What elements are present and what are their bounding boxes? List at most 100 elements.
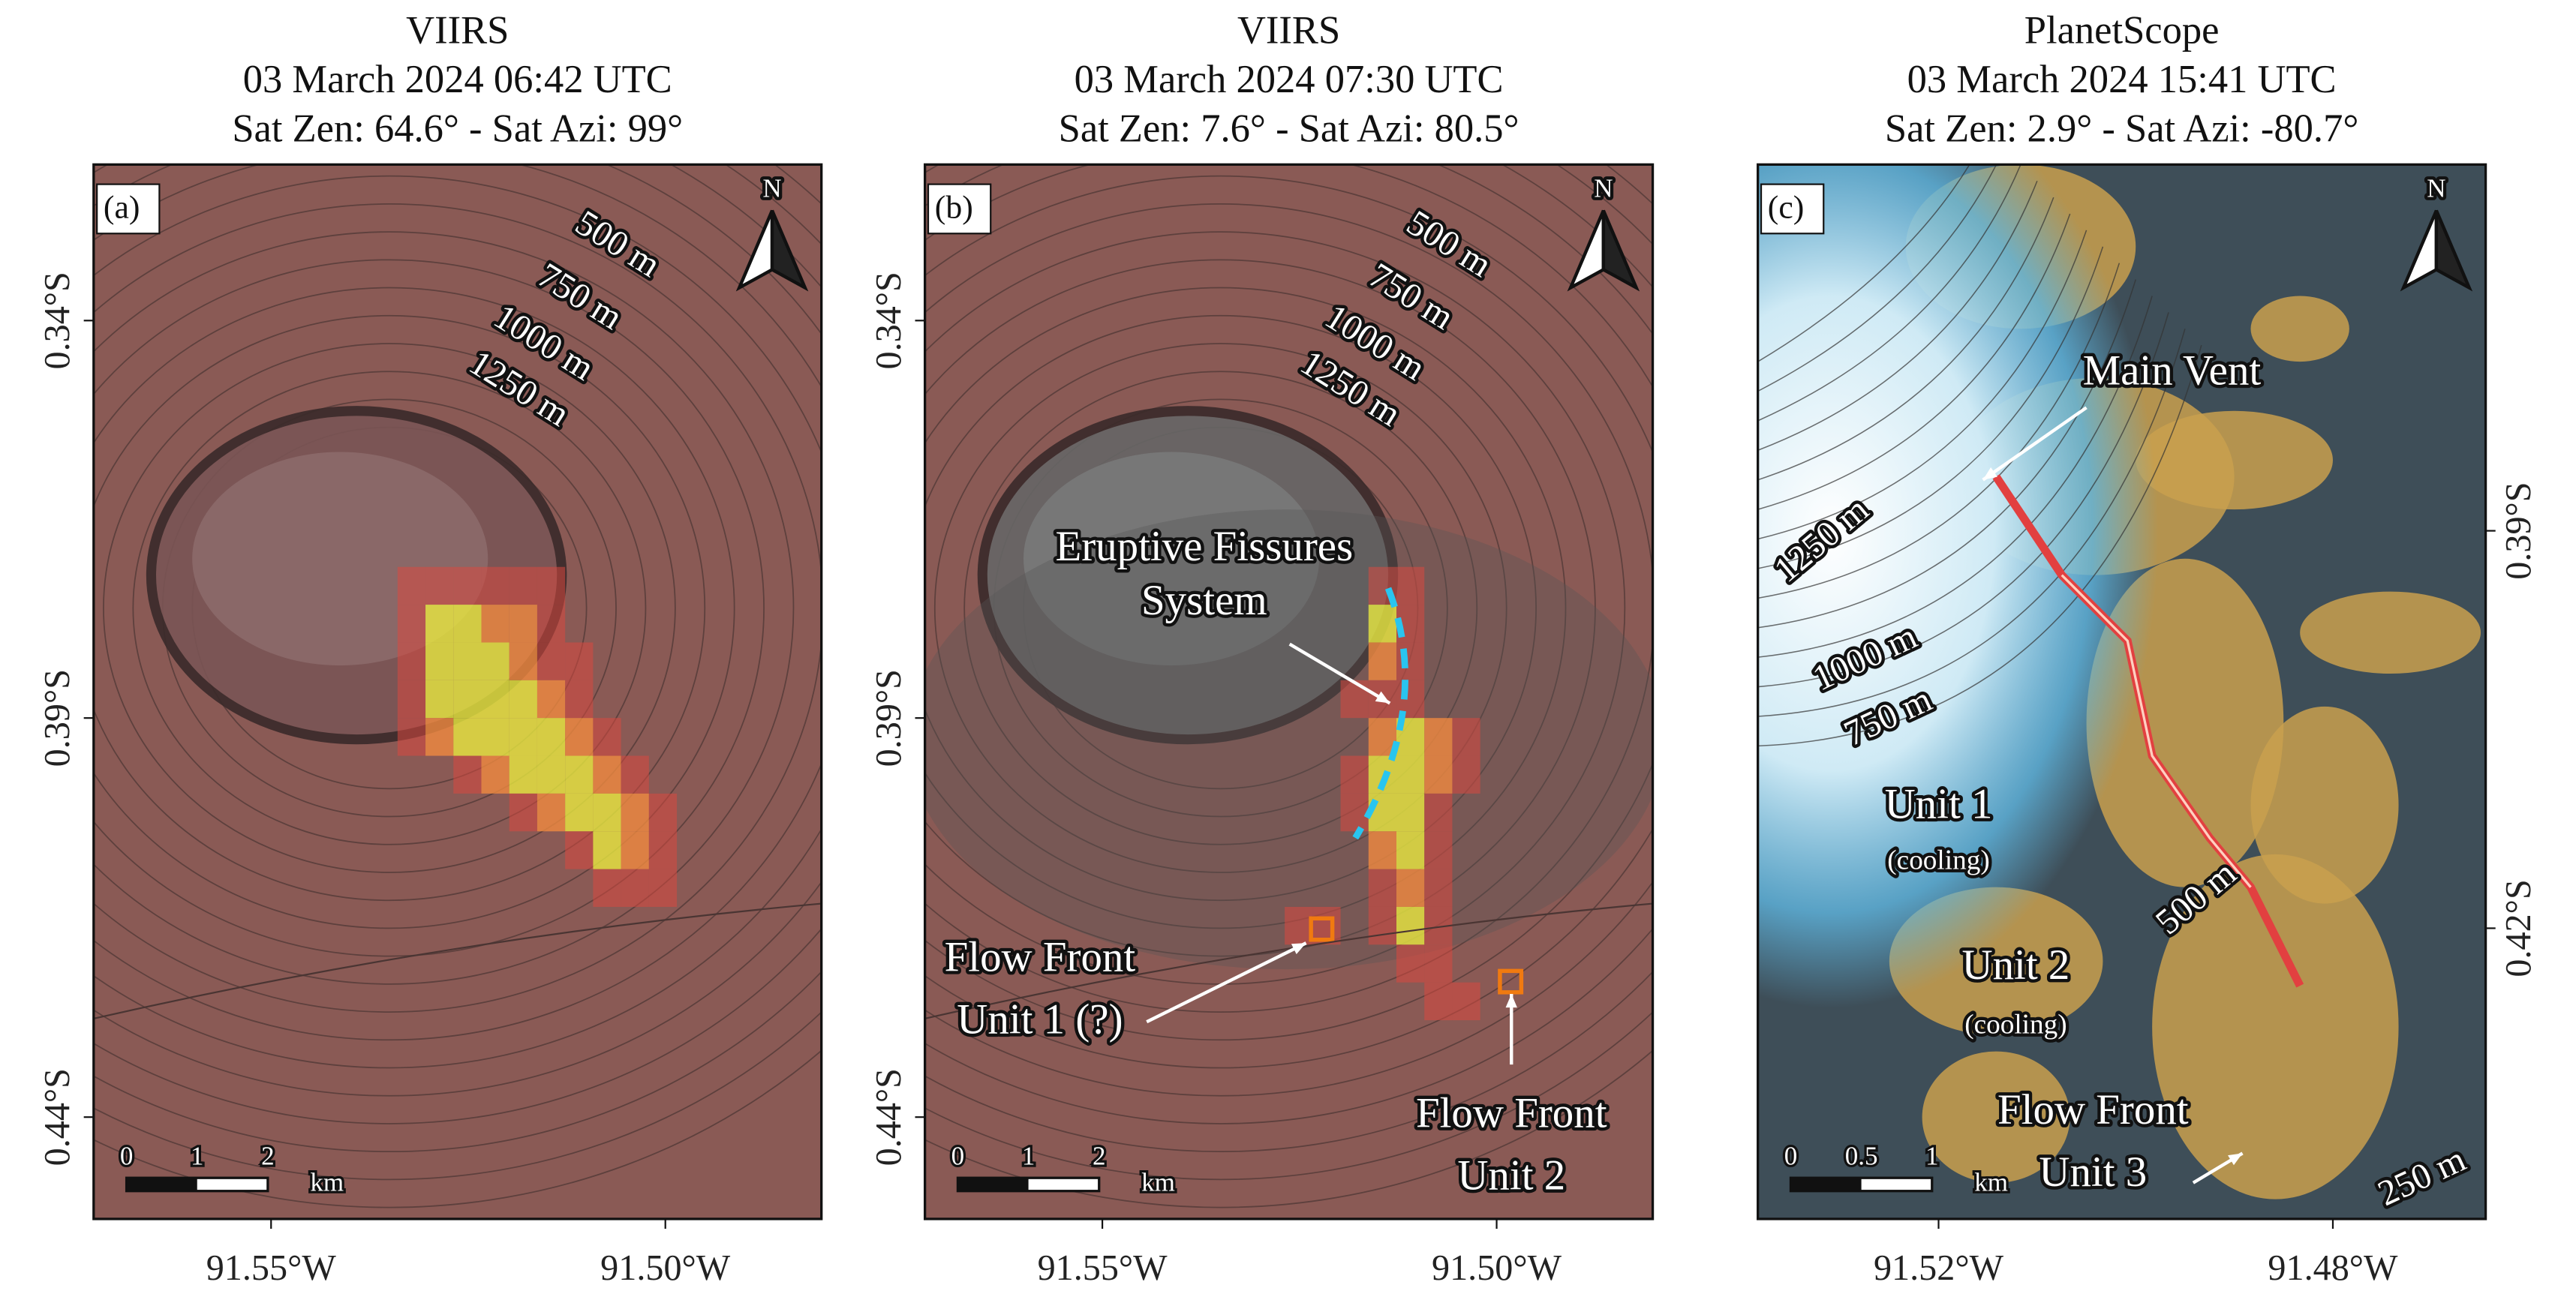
scale-label: km [1141, 1168, 1175, 1197]
hotspot-pixel [1396, 566, 1425, 605]
annotation-arrowhead [1982, 467, 1997, 480]
contour [1757, 296, 2153, 658]
y-tick-label: 0.34°S [38, 272, 77, 369]
hotspot-pixel [1340, 680, 1369, 719]
contour [1757, 263, 2121, 599]
hotspot-pixel [453, 755, 482, 794]
scale-label: km [310, 1168, 344, 1197]
annotation-arrow [1288, 642, 1391, 705]
map-image [1757, 164, 2486, 1219]
hotspot-pixel [537, 566, 566, 605]
contour [1757, 164, 1970, 362]
panel-label: (a) [104, 190, 140, 226]
panel-title: 03 March 2024 06:42 UTC [243, 58, 672, 101]
hotspot-pixel [425, 680, 454, 719]
contour [93, 315, 706, 901]
x-tick-label: 91.50°W [1432, 1248, 1562, 1288]
hotspot-pixel [481, 718, 509, 756]
contour [963, 371, 1478, 845]
hotspot-pixel [593, 869, 621, 907]
panel: VIIRS 03 March 2024 07:30 UTC Sat Zen: 7.6… [869, 8, 1655, 1288]
hotspot-pixel [425, 605, 454, 643]
annotation-arrowhead [1505, 993, 1517, 1008]
annotation-arrowhead [1291, 943, 1306, 955]
panel-title: Sat Zen: 7.6° - Sat Azi: 80.5° [1059, 107, 1519, 151]
panel-title: VIIRS [1237, 8, 1340, 52]
north-label: N [1594, 173, 1613, 203]
contour [132, 371, 647, 845]
contour [93, 164, 822, 1208]
hotspot-pixel [1424, 869, 1453, 907]
hotspot-pixel [509, 718, 537, 756]
hotspot-pixel [509, 755, 537, 794]
cloud [1757, 164, 2486, 1219]
contour [1757, 213, 2071, 510]
fissure-line [1352, 587, 1409, 840]
contour [924, 203, 1653, 1013]
scale-label: 2 [1093, 1142, 1106, 1171]
annotation: Eruptive Fissures [1055, 523, 1353, 570]
x-tick-label: 91.50°W [600, 1248, 731, 1288]
annotation-arrow [1146, 941, 1307, 1024]
panel-label-box [96, 183, 161, 235]
hotspot-pixel [509, 642, 537, 680]
panel-title: VIIRS [406, 8, 509, 52]
scale-label: km [1974, 1168, 2008, 1197]
contour [93, 902, 822, 1019]
hotspot-pixel [1396, 793, 1425, 832]
x-tick-label: 91.55°W [206, 1248, 337, 1288]
scale-label: 0.5 [1845, 1142, 1878, 1171]
hotspot-pixel [565, 718, 594, 756]
hotspot-pixel [453, 566, 482, 605]
hotspot-pixel [481, 605, 509, 643]
scale-bar [1790, 1178, 1862, 1191]
hotspot-pixel [648, 831, 678, 869]
y-tick-label: 0.42°S [2499, 879, 2538, 977]
caldera-floor [1023, 452, 1320, 666]
map-image [93, 164, 822, 1219]
x-tick-label: 91.48°W [2268, 1248, 2398, 1288]
hotspot-pixel [397, 566, 426, 605]
hotspot-pixel [481, 755, 509, 794]
annotation: Main Vent [2083, 347, 2262, 395]
hotspot-pixel [593, 718, 621, 756]
hotspot-pixel [1368, 906, 1397, 945]
map-frame [92, 163, 823, 1220]
active-flow-core [2060, 574, 2252, 888]
hotspot-pixel [537, 605, 566, 643]
hotspot-pixel [1396, 755, 1425, 794]
contour [1757, 197, 2054, 481]
contour [1757, 279, 2136, 629]
scale-label: 0 [120, 1142, 134, 1171]
contour [93, 164, 822, 1181]
hotspot-pixel [1424, 944, 1453, 983]
hotspot-pixel [1340, 793, 1369, 832]
panel-title: Sat Zen: 2.9° - Sat Azi: -80.7° [1885, 107, 2358, 151]
annotation: Flow Front [945, 933, 1136, 980]
hotspot-pixel [537, 718, 566, 756]
contour [924, 164, 1653, 1069]
scale-label: 2 [261, 1142, 275, 1171]
north-label: N [2427, 173, 2445, 203]
hotspot-pixel [537, 680, 566, 719]
hotspot-pixel [565, 680, 594, 719]
contour [924, 164, 1653, 1208]
hotspot-pixel [1452, 718, 1480, 756]
hotspot-pixel [481, 566, 509, 605]
contour [924, 164, 1653, 1181]
annotation: Unit 3 [2039, 1148, 2147, 1196]
hotspot-pixel [565, 793, 594, 832]
hotspot-pixel [397, 718, 426, 756]
annotation: Unit 1 (?) [957, 995, 1123, 1043]
hotspot-pixel [565, 642, 594, 680]
contour [93, 231, 795, 985]
hotspot-pixel [593, 793, 621, 832]
hotspot-pixel [537, 642, 566, 680]
panel: PlanetScope 03 March 2024 15:41 UTC Sat Ze… [1757, 8, 2538, 1288]
hotspot-pixel [593, 755, 621, 794]
shadow [924, 509, 1653, 970]
hotspot-pixel [453, 642, 482, 680]
hotspot-pixel [1368, 831, 1397, 869]
y-tick-label: 0.39°S [2499, 482, 2538, 579]
annotation: System [1141, 577, 1267, 624]
